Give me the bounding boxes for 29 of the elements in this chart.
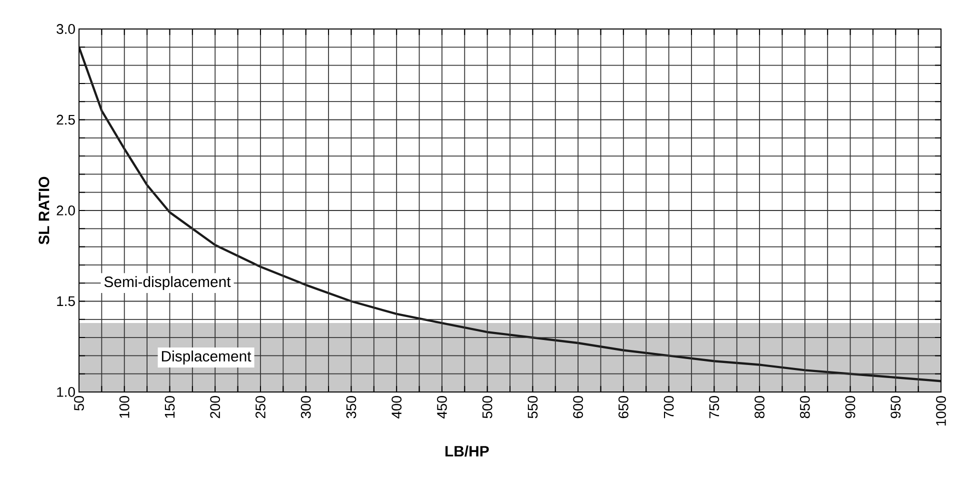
- x-tick-label: 750: [709, 396, 720, 418]
- x-tick-label: 450: [437, 396, 447, 418]
- y-tick-label: 1.0: [57, 387, 75, 397]
- x-tick-label: 400: [392, 396, 402, 418]
- x-tick-label: 650: [618, 396, 628, 418]
- x-tick-label: 50: [74, 396, 84, 410]
- annotation: Semi-displacement: [104, 276, 231, 290]
- x-tick-label: 350: [346, 396, 356, 418]
- x-tick-label: 250: [256, 396, 266, 418]
- x-tick-label: 550: [528, 396, 538, 418]
- y-axis-title: SL RATIO: [38, 176, 50, 244]
- x-tick-label: 1000: [936, 396, 946, 426]
- x-tick-label: 100: [119, 396, 130, 418]
- y-tick-label: 2.5: [56, 114, 75, 125]
- x-tick-label: 500: [482, 396, 492, 418]
- x-tick-label: 700: [664, 396, 674, 418]
- y-tick-label: 2.0: [56, 206, 75, 216]
- band-label: Displacement: [162, 350, 252, 364]
- x-tick-label: 800: [754, 396, 764, 418]
- x-tick-label: 150: [164, 396, 175, 418]
- x-tick-label: 900: [845, 396, 856, 418]
- y-tick-label: 3.0: [56, 24, 75, 34]
- x-axis-title: LB/HP: [445, 446, 489, 457]
- x-tick-label: 200: [210, 396, 220, 418]
- x-tick-label: 300: [300, 396, 311, 418]
- y-tick-label: 1.5: [57, 296, 75, 306]
- x-tick-label: 850: [800, 396, 810, 418]
- x-tick-label: 950: [890, 396, 901, 418]
- x-tick-label: 600: [573, 396, 583, 418]
